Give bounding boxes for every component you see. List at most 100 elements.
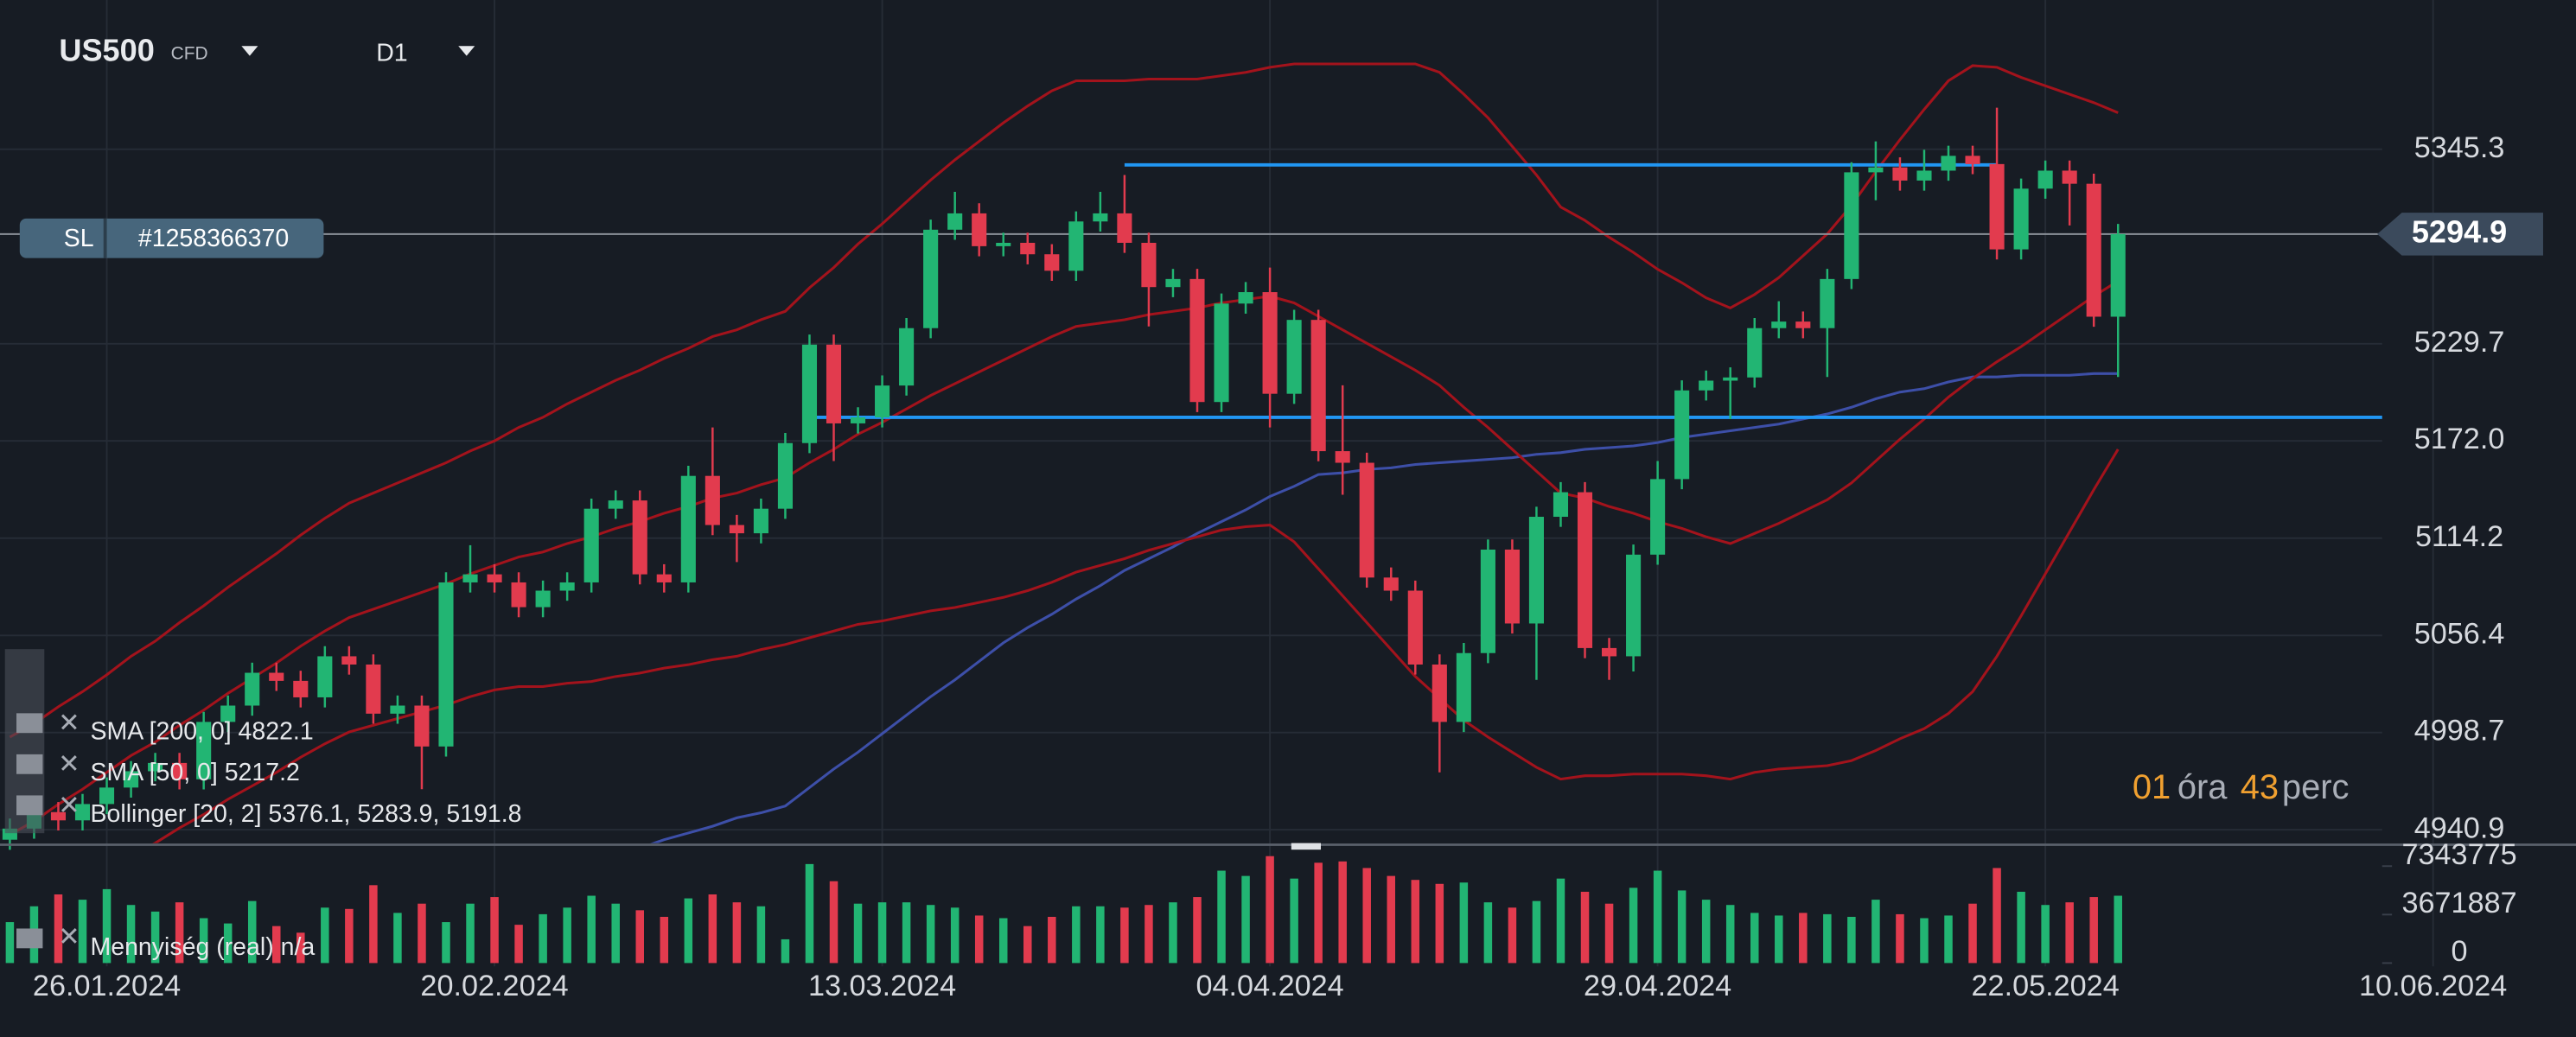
candle-body [923,229,939,328]
symbol[interactable]: US500 [59,32,154,67]
order-id: #1258366370 [138,225,289,252]
candle-body [947,213,963,230]
y-tick-label: 5114.2 [2415,520,2503,553]
volume-bar [345,908,354,964]
volume-bar [102,888,112,964]
pane-handle[interactable] [1291,843,1322,850]
candle-body [826,344,842,423]
candle-body [1577,492,1593,648]
price-tag-label: 5294.9 [2412,213,2507,249]
candle-body [1916,170,1932,181]
candle-body [99,787,115,805]
volume-tick-label: 0 [2452,935,2468,968]
volume-bar [1823,913,1832,964]
volume-bar [1677,890,1687,964]
volume-bar [1944,915,1953,964]
legend-icon[interactable] [16,928,43,949]
volume-bar [660,916,669,964]
volume-bar [1290,878,1298,964]
y-tick-label: 4940.9 [2414,811,2505,844]
candle-body [1407,590,1423,665]
countdown-hours: 01 [2133,767,2171,805]
candle-body [317,656,333,697]
candle-body [1286,320,1302,394]
legend-icon[interactable] [16,795,43,816]
volume-bar [247,900,257,964]
legend-close[interactable]: ✕ [58,709,80,738]
legend-close[interactable]: ✕ [58,922,80,951]
candle-body [172,762,188,779]
candle-body [656,574,672,582]
candle-body [487,574,502,582]
sma-line [650,372,2119,843]
volume-bar [1775,915,1783,964]
candle-body [414,705,430,747]
volume-bar [2041,905,2050,964]
volume-bar [1362,868,1371,964]
volume-bar [974,915,984,964]
sl-tag[interactable] [19,218,324,258]
volume-bar [442,922,450,964]
candle-body [850,417,866,423]
volume-bar [272,926,281,964]
candle-body [220,705,236,722]
volume-bar [1193,897,1202,964]
volume-bar [1725,905,1735,964]
volume-bar [611,903,620,964]
candle-body [1141,242,1157,288]
volume-bar [1799,913,1808,964]
volume-bar [732,902,742,964]
price-tag [2377,213,2543,256]
candle-body [1093,213,1108,222]
volume-bar [321,907,329,964]
symbol-dropdown[interactable] [241,46,258,56]
candle-body [777,442,793,509]
volume-bar [1847,916,1856,964]
candle-body [1771,321,1787,328]
candle-body [269,672,284,681]
volume-bar [1483,902,1493,964]
candle-body [1504,549,1520,624]
legend-icon[interactable] [16,754,43,774]
volume-bar [1169,902,1177,964]
volume-bar [1968,903,1977,964]
volume-bar [1508,907,1517,964]
volume-bar [1629,887,1638,964]
volume-bar [1266,856,1274,964]
volume-bar [1387,875,1396,964]
volume-bar [829,881,838,964]
volume-bar [926,905,935,964]
candle-body [462,574,478,582]
volume-bar [1653,870,1662,964]
y-tick-label: 5172.0 [2414,423,2505,455]
candle-body [1335,451,1350,463]
volume-bar [563,907,571,964]
candle-body [1747,328,1763,378]
legend-close[interactable]: ✕ [58,791,80,820]
timeframe-dropdown[interactable] [458,46,475,56]
candle-body [899,328,915,386]
candle-body [996,242,1011,246]
timeframe[interactable]: D1 [376,39,407,67]
legend-close[interactable]: ✕ [58,749,80,779]
volume-bar [199,918,208,964]
candle-body [1553,492,1569,518]
candle-body [753,508,768,534]
axes: 26.01.2024 20.02.2024 13.03.2024 04.04.2024… [33,131,2543,1002]
candle-body [1020,242,1036,255]
candle-body [1456,652,1471,722]
volume-bar [1435,883,1444,964]
volume-bar [756,906,766,964]
candle-body [390,705,405,714]
volume-bar [781,938,790,964]
volume-bar [78,900,87,964]
candle-body [1723,377,1738,381]
candle-body [729,525,744,534]
legend-icon[interactable] [16,713,43,734]
candle-body [1383,577,1399,591]
candle-body [1359,462,1374,578]
volume-bar [708,894,717,964]
volume-bar [1580,891,1590,964]
